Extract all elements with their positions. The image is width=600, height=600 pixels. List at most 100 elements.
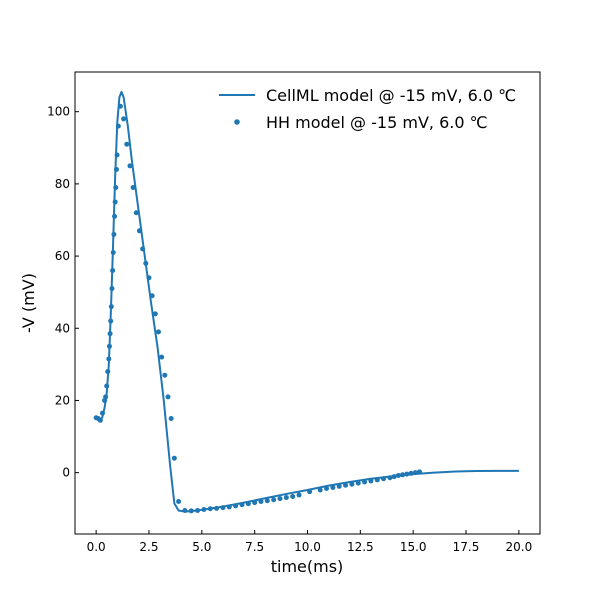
y-tick-label: 60	[55, 249, 70, 263]
data-point-hh	[143, 260, 149, 266]
data-point-hh	[381, 476, 387, 482]
data-point-hh	[149, 293, 155, 299]
data-point-hh	[349, 481, 355, 487]
data-point-hh	[133, 210, 139, 216]
data-point-hh	[277, 496, 283, 502]
data-point-hh	[124, 141, 130, 147]
legend-label-hh: HH model @ -15 mV, 6.0 ℃	[266, 113, 488, 132]
data-point-hh	[109, 286, 115, 292]
legend-label-cellml: CellML model @ -15 mV, 6.0 ℃	[266, 86, 516, 105]
data-point-hh	[113, 185, 119, 190]
x-tick-label: 12.5	[347, 540, 374, 554]
legend: CellML model @ -15 mV, 6.0 ℃ HH model @ …	[219, 86, 516, 132]
x-tick-label: 17.5	[453, 540, 480, 554]
data-point-hh	[226, 504, 232, 510]
data-point-hh	[165, 394, 171, 400]
data-point-hh	[99, 410, 105, 416]
data-point-hh	[113, 166, 119, 172]
data-point-hh	[188, 508, 194, 514]
data-point-hh	[264, 498, 270, 504]
data-point-hh	[324, 486, 330, 492]
data-point-hh	[368, 478, 374, 484]
data-point-hh	[214, 505, 220, 511]
data-point-hh	[317, 487, 323, 493]
data-point-hh	[108, 318, 114, 324]
data-point-hh	[307, 489, 313, 495]
data-point-hh	[162, 372, 168, 378]
data-point-hh	[296, 492, 302, 498]
data-point-hh	[110, 268, 116, 274]
data-point-hh	[106, 356, 112, 362]
data-point-hh	[130, 185, 136, 190]
data-point-hh	[400, 472, 406, 478]
data-point-hh	[182, 508, 188, 514]
data-point-hh	[417, 469, 423, 475]
data-point-hh	[387, 475, 393, 481]
data-point-hh	[136, 228, 142, 234]
data-point-hh	[245, 501, 251, 507]
data-point-hh	[290, 493, 296, 499]
data-point-hh	[155, 329, 161, 335]
data-point-hh	[115, 123, 121, 129]
y-tick-label: 40	[55, 321, 70, 335]
x-tick-label: 20.0	[506, 540, 533, 554]
data-point-hh	[271, 497, 277, 503]
data-point-hh	[201, 506, 207, 512]
y-tick-label: 80	[55, 177, 70, 191]
data-point-hh	[176, 499, 182, 505]
data-point-hh	[114, 152, 120, 158]
data-point-hh	[117, 103, 123, 109]
data-point-hh	[343, 482, 349, 488]
data-point-hh	[391, 474, 397, 480]
legend-dot-swatch	[234, 119, 240, 125]
x-tick-label: 5.0	[192, 540, 211, 554]
data-point-hh	[140, 246, 146, 252]
data-point-hh	[112, 199, 118, 205]
data-point-hh	[97, 417, 103, 423]
data-point-hh	[168, 416, 174, 421]
data-point-hh	[283, 495, 289, 501]
data-point-hh	[110, 249, 116, 255]
data-point-hh	[336, 483, 342, 489]
data-point-hh	[239, 502, 245, 508]
x-tick-label: 15.0	[400, 540, 427, 554]
y-tick-label: 20	[55, 393, 70, 407]
data-point-hh	[233, 503, 239, 509]
data-point-hh	[330, 484, 336, 490]
y-axis-label: -V (mV)	[19, 273, 38, 333]
data-point-hh	[106, 343, 112, 349]
data-point-hh	[103, 394, 109, 400]
x-tick-label: 0.0	[87, 540, 106, 554]
data-point-hh	[171, 455, 177, 461]
data-point-hh	[146, 275, 152, 281]
data-point-hh	[374, 477, 380, 483]
plot-layer	[93, 90, 519, 514]
data-point-hh	[220, 505, 226, 511]
data-point-hh	[395, 473, 401, 479]
data-point-hh	[107, 331, 113, 337]
x-tick-label: 2.5	[139, 540, 158, 554]
x-tick-label: 7.5	[245, 540, 264, 554]
data-point-hh	[121, 116, 127, 122]
data-point-hh	[355, 480, 361, 486]
x-tick-label: 10.0	[294, 540, 321, 554]
data-point-hh	[404, 471, 410, 477]
data-point-hh	[252, 500, 258, 506]
x-axis-label: time(ms)	[271, 557, 344, 576]
data-point-hh	[104, 383, 110, 389]
data-point-hh	[159, 354, 165, 360]
data-point-hh	[408, 470, 414, 476]
ticks-layer: 0.0 2.5 5.0 7.5 10.0 12.5 15.0 17.5 20.0 0 20 40 60 8…	[47, 105, 532, 554]
data-point-hh	[258, 499, 264, 505]
data-point-hh	[152, 311, 158, 317]
y-tick-label: 0	[62, 466, 70, 480]
data-point-hh	[105, 369, 111, 375]
data-point-hh	[207, 506, 213, 512]
data-point-hh	[195, 508, 201, 514]
data-point-hh	[111, 231, 117, 237]
data-point-hh	[112, 213, 118, 219]
data-point-hh	[127, 163, 133, 169]
data-point-hh	[362, 479, 368, 485]
